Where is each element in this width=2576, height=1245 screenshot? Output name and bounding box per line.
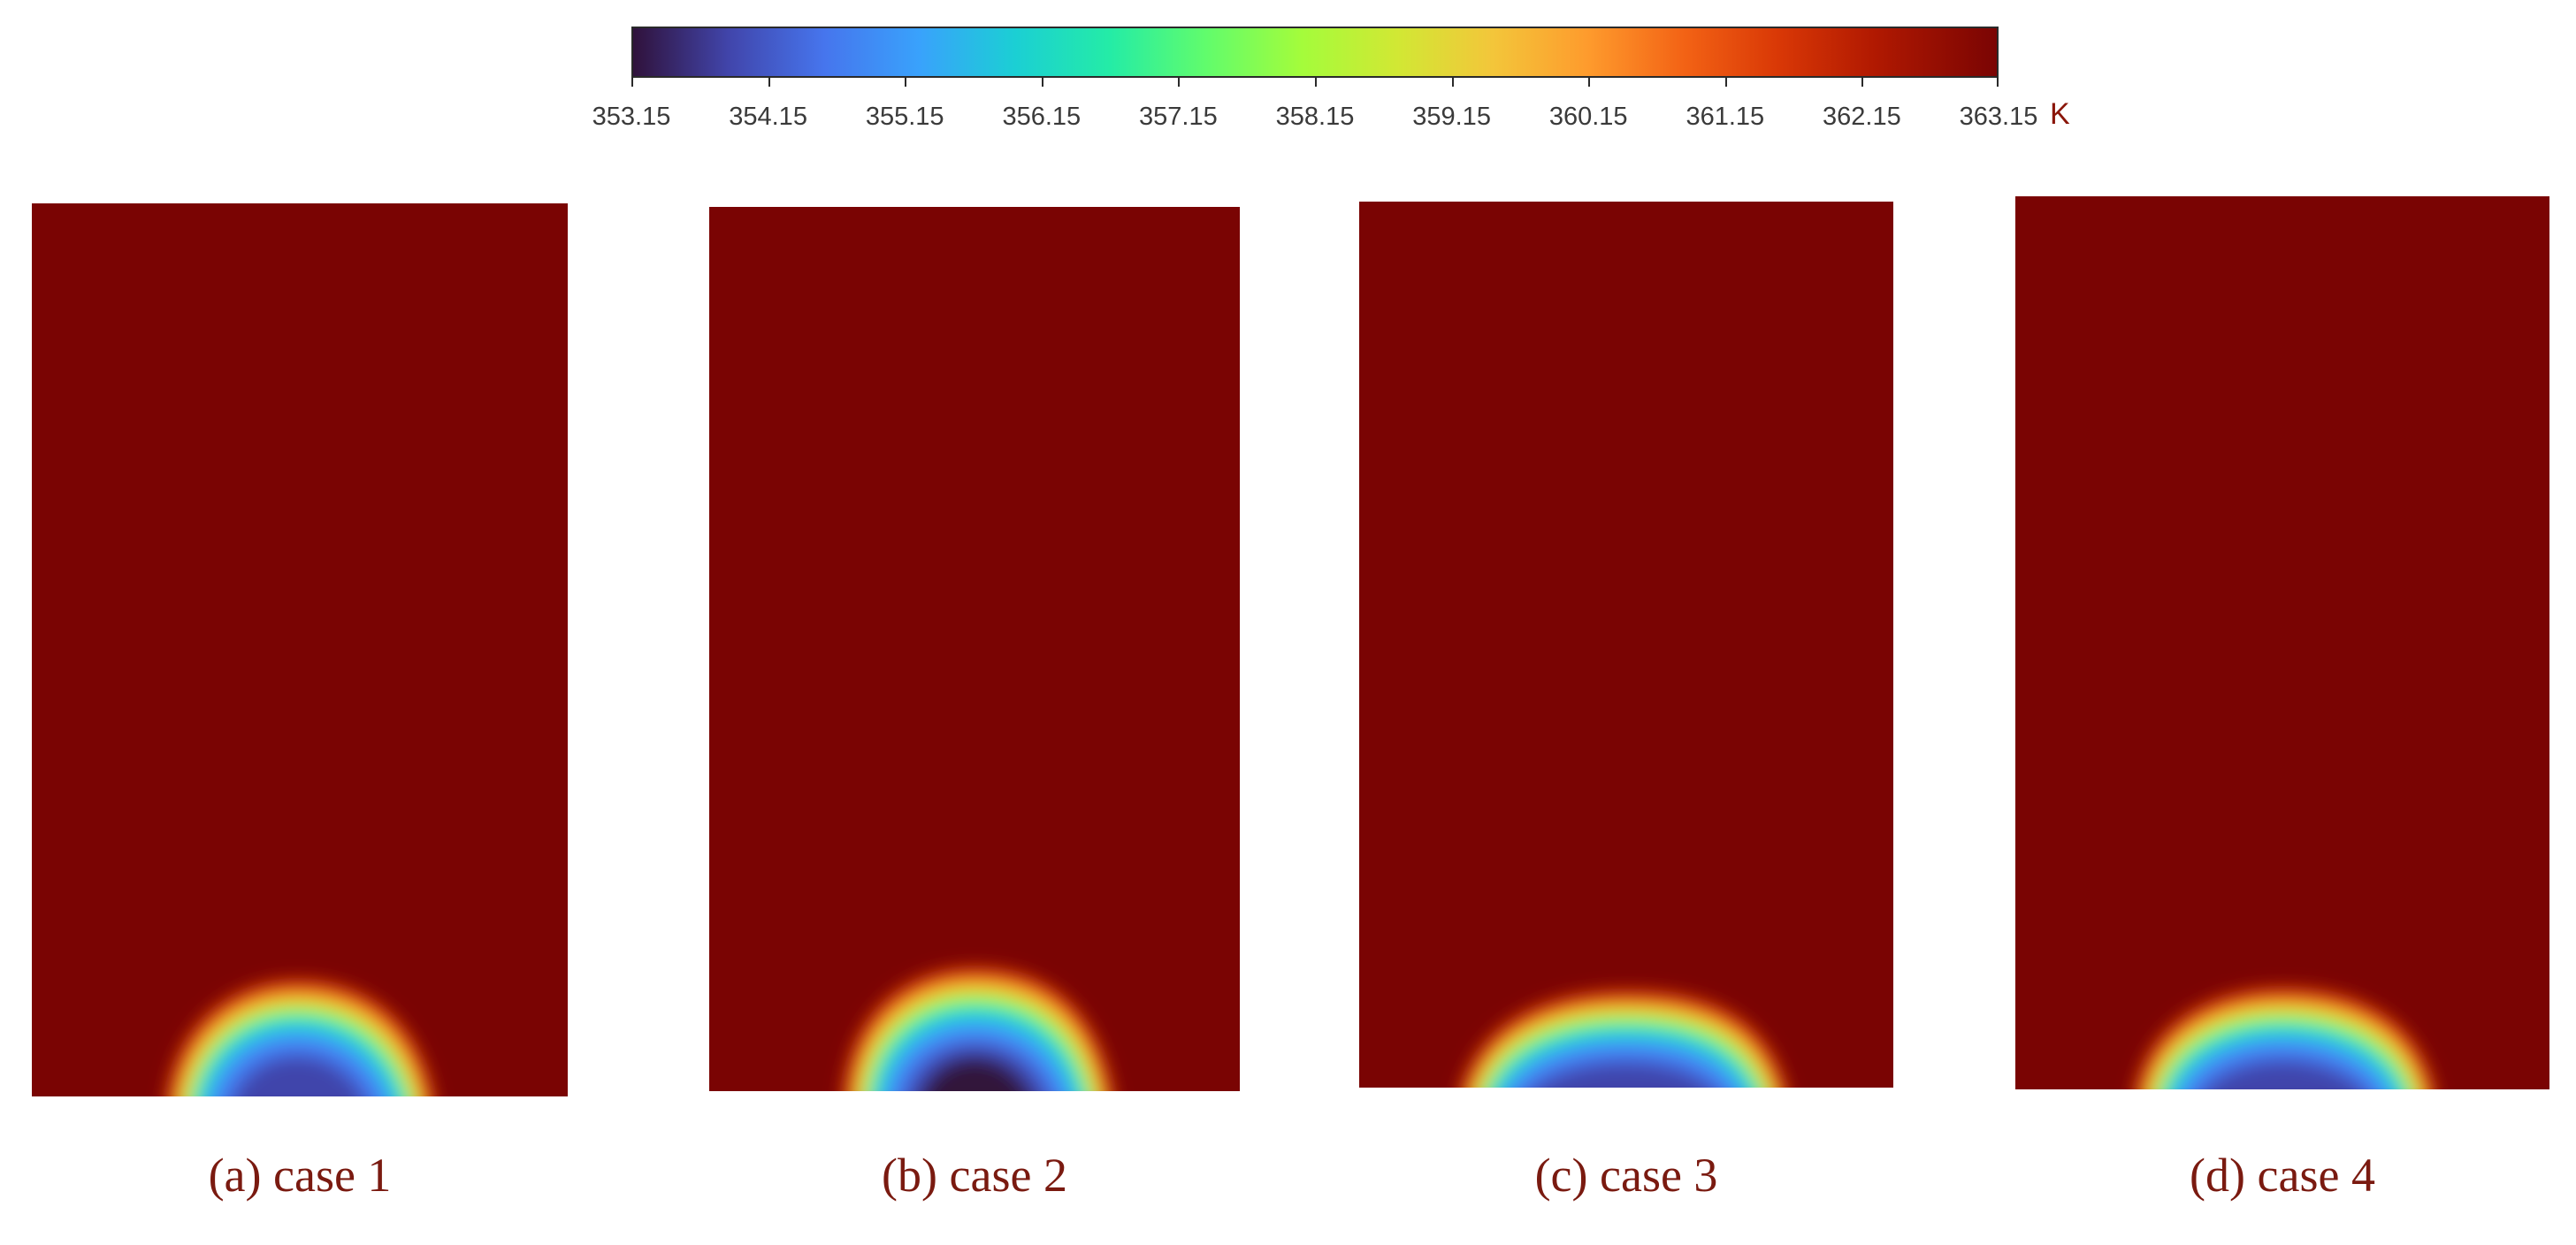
colorbar-tick-label: 362.15 (1823, 103, 1901, 131)
caption-case-1: (a) case 1 (208, 1149, 392, 1202)
temperature-field-case-4 (2135, 988, 2435, 1089)
colorbar-tick-label: 359.15 (1412, 103, 1491, 131)
colorbar-tick-label: 358.15 (1275, 103, 1355, 131)
colorbar-tick (1588, 78, 1591, 87)
colorbar-tick (1451, 78, 1454, 87)
contour-panel-case-3 (1359, 202, 1893, 1088)
colorbar-tick (1041, 78, 1043, 87)
caption-case-4: (d) case 4 (2190, 1149, 2375, 1202)
colorbar-tick (1178, 78, 1181, 87)
temperature-field-case-3 (1460, 990, 1787, 1088)
colorbar-tick (1724, 78, 1727, 87)
contour-panel-case-4 (2015, 196, 2549, 1089)
colorbar-tick-label: 354.15 (729, 103, 807, 131)
colorbar-tick-label: 360.15 (1548, 103, 1628, 131)
contour-panel-case-1 (32, 203, 568, 1096)
colorbar-tick (631, 78, 633, 87)
colorbar-tick (905, 78, 907, 87)
temperature-field-case-2 (843, 967, 1113, 1091)
colorbar-tick-label: 361.15 (1685, 103, 1765, 131)
colorbar-tick (1315, 78, 1317, 87)
colorbar-ticks (631, 78, 1999, 88)
colorbar-tick-label: 356.15 (1002, 103, 1082, 131)
colorbar-unit: K (2050, 97, 2070, 131)
colorbar-tick (1861, 78, 1864, 87)
temperature-field-case-1 (166, 980, 434, 1096)
colorbar-tick-label: 363.15 (1959, 103, 2038, 131)
colorbar-tick (1997, 78, 1999, 87)
colorbar-tick (768, 78, 770, 87)
colorbar-tick-label: 355.15 (865, 103, 944, 131)
caption-case-2: (b) case 2 (882, 1149, 1067, 1202)
colorbar-tick-label: 353.15 (592, 103, 671, 131)
caption-case-3: (c) case 3 (1534, 1149, 1718, 1202)
contour-panel-case-2 (709, 207, 1240, 1091)
colorbar-tick-label: 357.15 (1139, 103, 1218, 131)
colorbar (631, 27, 1999, 78)
